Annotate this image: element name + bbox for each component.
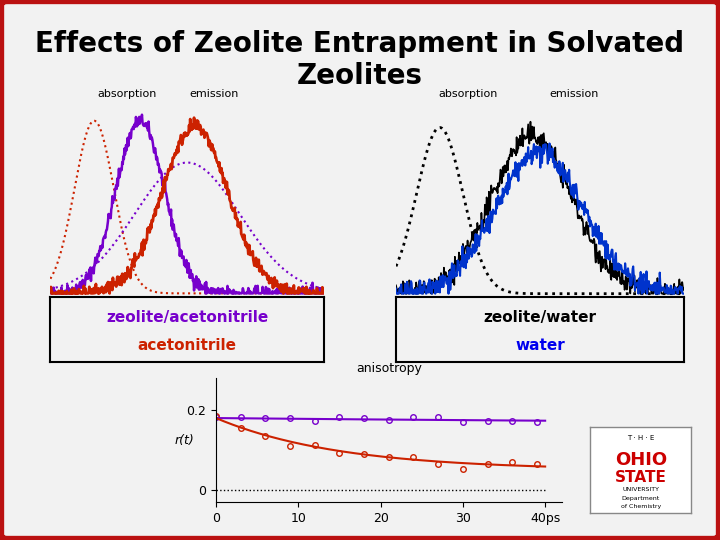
Text: anisotropy: anisotropy bbox=[356, 362, 422, 375]
Text: Department: Department bbox=[621, 496, 660, 501]
Text: emission: emission bbox=[550, 89, 599, 99]
Text: Zeolites: Zeolites bbox=[297, 62, 423, 90]
Text: UNIVERSITY: UNIVERSITY bbox=[622, 487, 660, 492]
Text: OHIO: OHIO bbox=[615, 451, 667, 469]
Text: absorption: absorption bbox=[438, 89, 498, 99]
Text: r(t): r(t) bbox=[174, 434, 194, 447]
Text: Effects of Zeolite Entrapment in Solvated: Effects of Zeolite Entrapment in Solvate… bbox=[35, 30, 685, 58]
Text: of Chemistry: of Chemistry bbox=[621, 504, 661, 509]
Text: acetonitrile: acetonitrile bbox=[138, 338, 237, 353]
Text: water: water bbox=[515, 338, 565, 353]
Text: emission: emission bbox=[190, 89, 239, 99]
Text: STATE: STATE bbox=[615, 470, 667, 485]
Text: T · H · E: T · H · E bbox=[627, 435, 654, 441]
Text: zeolite/acetonitrile: zeolite/acetonitrile bbox=[106, 310, 269, 325]
Text: absorption: absorption bbox=[97, 89, 157, 99]
Text: zeolite/water: zeolite/water bbox=[484, 310, 596, 325]
